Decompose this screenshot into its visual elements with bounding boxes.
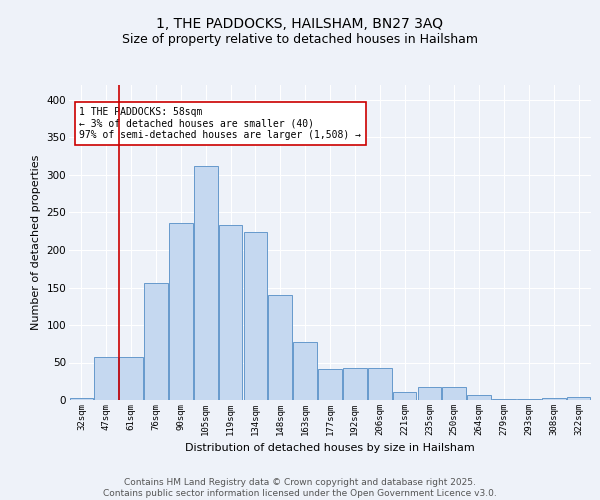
Bar xyxy=(244,232,267,400)
Bar xyxy=(393,392,416,400)
Bar xyxy=(169,223,193,400)
Bar xyxy=(318,369,342,400)
Bar xyxy=(467,395,491,400)
Text: Contains HM Land Registry data © Crown copyright and database right 2025.
Contai: Contains HM Land Registry data © Crown c… xyxy=(103,478,497,498)
Bar xyxy=(368,368,392,400)
Bar xyxy=(70,398,93,400)
Bar xyxy=(293,342,317,400)
Bar xyxy=(268,295,292,400)
Y-axis label: Number of detached properties: Number of detached properties xyxy=(31,155,41,330)
Bar xyxy=(418,387,441,400)
Bar xyxy=(194,166,218,400)
Bar xyxy=(119,356,143,400)
Bar xyxy=(492,399,516,400)
Bar xyxy=(343,368,367,400)
Bar xyxy=(542,398,566,400)
X-axis label: Distribution of detached houses by size in Hailsham: Distribution of detached houses by size … xyxy=(185,444,475,454)
Bar xyxy=(144,283,168,400)
Bar xyxy=(94,357,118,400)
Bar xyxy=(567,397,590,400)
Bar xyxy=(219,225,242,400)
Bar xyxy=(517,399,541,400)
Bar xyxy=(442,387,466,400)
Text: Size of property relative to detached houses in Hailsham: Size of property relative to detached ho… xyxy=(122,32,478,46)
Text: 1 THE PADDOCKS: 58sqm
← 3% of detached houses are smaller (40)
97% of semi-detac: 1 THE PADDOCKS: 58sqm ← 3% of detached h… xyxy=(79,107,361,140)
Text: 1, THE PADDOCKS, HAILSHAM, BN27 3AQ: 1, THE PADDOCKS, HAILSHAM, BN27 3AQ xyxy=(157,18,443,32)
